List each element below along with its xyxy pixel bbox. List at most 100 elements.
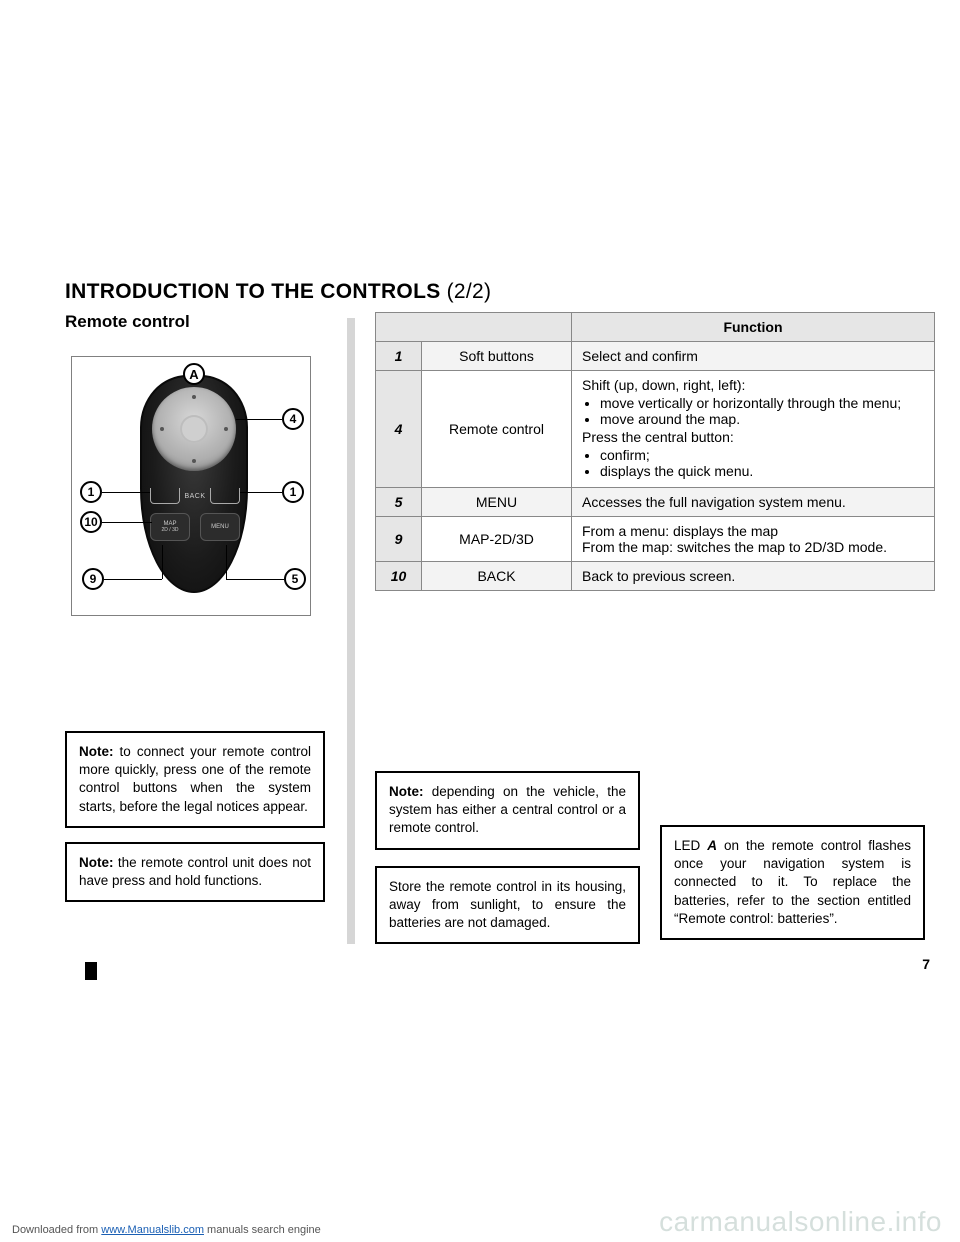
note-label: Note:: [79, 744, 114, 759]
cell-id: 5: [376, 488, 422, 517]
cell-control: MAP-2D/3D: [422, 517, 572, 562]
lead-9v: [162, 545, 163, 579]
left-notes: Note: to connect your remote control mor…: [65, 731, 327, 902]
column-divider: [347, 318, 355, 944]
cell-func: From a menu: displays the map From the m…: [572, 517, 935, 562]
func-intro: Press the central button:: [582, 429, 734, 445]
remote-dpad-center: [180, 415, 208, 443]
title-part: (2/2): [447, 280, 492, 303]
callout-A: A: [183, 363, 205, 385]
note-pre: LED: [674, 838, 707, 853]
lead-5v: [226, 545, 227, 579]
section-tab: [85, 962, 97, 980]
remote-figure: BACK MAP 2D / 3D MENU A: [71, 356, 311, 616]
lower-notes: Note: depending on the vehicle, the syst…: [375, 771, 935, 944]
callout-4: 4: [282, 408, 304, 430]
func-li: displays the quick menu.: [600, 463, 924, 479]
dpad-dot-right: [224, 427, 228, 431]
func-line: From the map: switches the map to 2D/3D …: [582, 539, 887, 555]
cell-func: Back to previous screen.: [572, 562, 935, 591]
func-list: confirm; displays the quick menu.: [582, 447, 924, 479]
right-notes-col: LED A on the remote control flashes once…: [660, 825, 925, 944]
th-function: Function: [572, 313, 935, 342]
table-row: 9 MAP-2D/3D From a menu: displays the ma…: [376, 517, 935, 562]
columns: Remote control BACK: [65, 312, 935, 944]
lead-1r: [240, 492, 282, 493]
table-row: 1 Soft buttons Select and confirm: [376, 342, 935, 371]
cell-control: Soft buttons: [422, 342, 572, 371]
note-store: Store the remote control in its housing,…: [375, 866, 640, 945]
note-body: depending on the vehicle, the system has…: [389, 784, 626, 835]
note-depending: Note: depending on the vehicle, the syst…: [375, 771, 640, 850]
func-li: confirm;: [600, 447, 924, 463]
remote-map-button: MAP 2D / 3D: [150, 513, 190, 541]
remote-soft-right: [210, 488, 240, 504]
lead-1l: [102, 492, 150, 493]
note-label: Note:: [389, 784, 424, 799]
remote-map-l2: 2D / 3D: [162, 528, 179, 534]
note-A: A: [707, 838, 717, 853]
func-li: move vertically or horizontally through …: [600, 395, 924, 411]
func-li: move around the map.: [600, 411, 924, 427]
right-column: Function 1 Soft buttons Select and confi…: [375, 312, 935, 944]
title-main: INTRODUCTION TO THE CONTROLS: [65, 280, 441, 303]
spacer: [375, 850, 640, 866]
cell-func: Select and confirm: [572, 342, 935, 371]
footer-link[interactable]: www.Manualslib.com: [101, 1224, 204, 1236]
note-body: to connect your remote control more quic…: [79, 744, 311, 814]
callout-5: 5: [284, 568, 306, 590]
page-number: 7: [922, 956, 930, 972]
cell-id: 4: [376, 371, 422, 488]
note-body: Store the remote control in its housing,…: [389, 879, 626, 930]
mid-notes-col: Note: depending on the vehicle, the syst…: [375, 771, 640, 944]
footer-post: manuals search engine: [204, 1224, 321, 1236]
dpad-dot-up: [192, 395, 196, 399]
cell-id: 1: [376, 342, 422, 371]
cell-control: MENU: [422, 488, 572, 517]
table-row: 10 BACK Back to previous screen.: [376, 562, 935, 591]
lead-4: [236, 419, 282, 420]
cell-control: BACK: [422, 562, 572, 591]
dpad-dot-left: [160, 427, 164, 431]
callout-1-left: 1: [80, 481, 102, 503]
callout-9: 9: [82, 568, 104, 590]
remote-back-label: BACK: [184, 493, 205, 500]
note-body: the remote control unit does not have pr…: [79, 855, 311, 888]
page-title: INTRODUCTION TO THE CONTROLS (2/2): [65, 280, 935, 304]
cell-func: Accesses the full navigation system menu…: [572, 488, 935, 517]
watermark: carmanualsonline.info: [659, 1206, 942, 1238]
remote-row2: MAP 2D / 3D MENU: [150, 513, 240, 547]
remote-soft-left: [150, 488, 180, 504]
subheading: Remote control: [65, 312, 327, 332]
remote-menu-l: MENU: [211, 524, 229, 531]
th-blank: [376, 313, 572, 342]
note-led: LED A on the remote control flashes once…: [660, 825, 925, 940]
cell-id: 9: [376, 517, 422, 562]
note-connect: Note: to connect your remote control mor…: [65, 731, 325, 828]
table-header-row: Function: [376, 313, 935, 342]
page: INTRODUCTION TO THE CONTROLS (2/2) Remot…: [0, 0, 960, 1242]
note-press-hold: Note: the remote control unit does not h…: [65, 842, 325, 902]
cell-id: 10: [376, 562, 422, 591]
left-column: Remote control BACK: [65, 312, 327, 902]
dpad-dot-down: [192, 459, 196, 463]
content-area: INTRODUCTION TO THE CONTROLS (2/2) Remot…: [65, 280, 935, 944]
remote-soft-row: BACK: [150, 483, 240, 509]
footer-pre: Downloaded from: [12, 1224, 101, 1236]
func-list: move vertically or horizontally through …: [582, 395, 924, 427]
function-table: Function 1 Soft buttons Select and confi…: [375, 312, 935, 591]
func-line: From a menu: displays the map: [582, 523, 778, 539]
table-row: 4 Remote control Shift (up, down, right,…: [376, 371, 935, 488]
cell-control: Remote control: [422, 371, 572, 488]
spacer: [65, 828, 327, 842]
lead-10: [102, 522, 152, 523]
callout-1-right: 1: [282, 481, 304, 503]
table-row: 5 MENU Accesses the full navigation syst…: [376, 488, 935, 517]
lead-9h: [104, 579, 162, 580]
callout-10: 10: [80, 511, 102, 533]
lead-5h: [226, 579, 284, 580]
cell-func: Shift (up, down, right, left): move vert…: [572, 371, 935, 488]
note-label: Note:: [79, 855, 114, 870]
remote-menu-button: MENU: [200, 513, 240, 541]
func-intro: Shift (up, down, right, left):: [582, 377, 745, 393]
